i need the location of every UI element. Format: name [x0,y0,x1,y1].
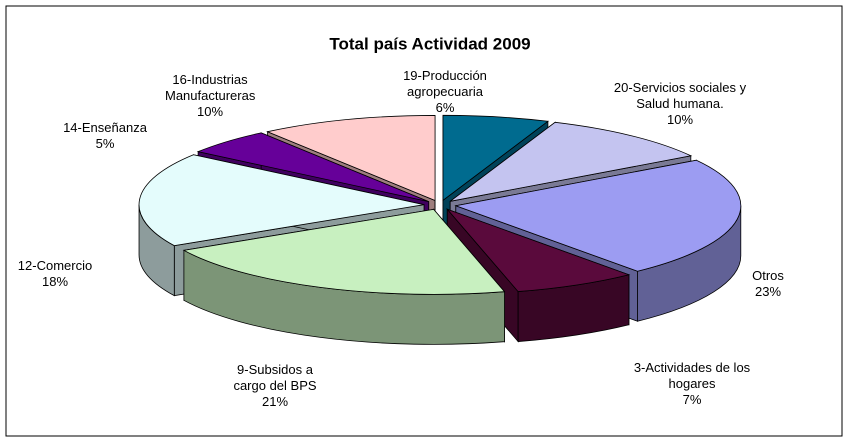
pie [138,114,742,345]
chart-title: Total país Actividad 2009 [329,34,530,53]
slice-value-label: 6% [435,100,455,115]
slice-category: 3-Actividades de los hogares [633,360,751,391]
slice-label: Otros 23% [683,268,849,300]
slice-label: 12-Comercio 18% [0,258,140,290]
slice-category: 20-Servicios sociales y Salud humana. [613,80,747,111]
slice-value-label: 10% [196,104,224,119]
slice-label: 19-Producción agropecuaria 6% [360,68,530,116]
slice-top [449,121,693,202]
slice-category: Otros [752,268,784,283]
slice-top [138,154,425,247]
slice-top [442,114,549,202]
slice-top [266,115,436,202]
slice-top [445,208,631,292]
slice-category: 19-Producción agropecuaria [403,68,487,99]
slice-label: 16-Industrias Manufactureras 10% [125,72,295,120]
slice-label: 9-Subsidos a cargo del BPS 21% [190,362,360,410]
slice-value-label: 18% [41,274,69,289]
slice-label: 20-Servicios sociales y Salud humana. 10% [595,80,765,128]
slice-value-label: 10% [666,112,694,127]
slice-category: 16-Industrias Manufactureras [165,72,256,103]
slice-top [182,208,506,295]
slice-category: 12-Comercio [17,258,93,273]
slice-category: 9-Subsidos a cargo del BPS [233,362,317,393]
slice-value-label: 5% [95,136,115,151]
slice-value-label: 7% [682,392,702,407]
slice-value-label: 23% [754,284,782,299]
slice-category: 14-Enseñanza [63,120,147,135]
slice-top [454,159,742,272]
slice-label: 3-Actividades de los hogares 7% [607,360,777,408]
slice-top [196,132,429,203]
slice-label: 14-Enseñanza 5% [20,120,190,152]
slice-value-label: 21% [261,394,289,409]
slice [182,208,506,345]
